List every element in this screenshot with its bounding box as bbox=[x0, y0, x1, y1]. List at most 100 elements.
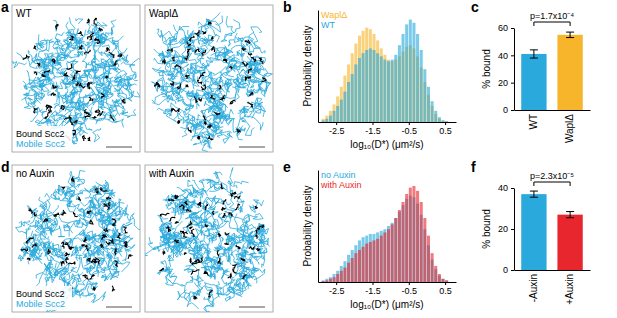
y-axis-tick-mark bbox=[511, 83, 514, 84]
x-axis-line bbox=[515, 270, 591, 271]
bound-track bbox=[27, 258, 30, 260]
error-bar-cap bbox=[566, 32, 574, 33]
significance-bracket bbox=[534, 22, 570, 26]
x-axis-tick: -0.5 bbox=[402, 122, 418, 136]
x-axis-tick: -Auxin bbox=[528, 270, 539, 302]
bound-track bbox=[248, 76, 251, 78]
histogram-bar bbox=[329, 116, 332, 122]
mobile-track bbox=[197, 278, 202, 293]
y-axis-title: % bound bbox=[481, 49, 492, 88]
mobile-track bbox=[204, 267, 213, 279]
bound-track bbox=[167, 227, 170, 232]
x-axis-tick: -2.5 bbox=[329, 282, 345, 296]
mobile-track bbox=[119, 212, 133, 220]
histogram-bar bbox=[343, 261, 346, 282]
histogram-bar bbox=[369, 48, 372, 122]
mobile-track bbox=[81, 232, 95, 242]
mobile-track bbox=[41, 217, 54, 230]
histogram-bar bbox=[383, 60, 386, 122]
scale-bar bbox=[106, 306, 132, 308]
mobile-track bbox=[191, 212, 198, 222]
bound-track bbox=[184, 252, 186, 254]
mobile-track bbox=[228, 168, 233, 187]
x-axis-tick-label: 0.5 bbox=[439, 126, 452, 136]
mobile-track bbox=[245, 268, 252, 274]
mobile-track bbox=[31, 242, 42, 249]
histogram-bar bbox=[445, 280, 448, 282]
bound-track bbox=[97, 39, 100, 43]
mobile-track bbox=[186, 254, 204, 266]
bound-track bbox=[64, 115, 71, 119]
mobile-track bbox=[214, 171, 223, 183]
bound-track bbox=[67, 64, 72, 69]
histogram-bar bbox=[351, 250, 354, 282]
bound-track bbox=[202, 50, 205, 57]
mobile-track bbox=[93, 31, 97, 52]
bound-track bbox=[205, 224, 208, 227]
histogram-bar bbox=[354, 64, 357, 122]
mobile-track bbox=[53, 189, 65, 200]
mobile-track bbox=[221, 291, 232, 296]
bound-track bbox=[225, 233, 229, 235]
mobile-track bbox=[62, 191, 70, 199]
histogram-bar bbox=[441, 120, 444, 122]
x-axis-tick-label: WaplΔ bbox=[564, 114, 575, 143]
bound-track bbox=[87, 82, 92, 89]
mobile-track bbox=[68, 171, 75, 191]
mobile-track bbox=[158, 215, 168, 225]
x-axis-tick-mark bbox=[445, 282, 446, 285]
bound-track bbox=[105, 76, 108, 78]
y-axis bbox=[318, 11, 319, 123]
mobile-track bbox=[254, 256, 265, 268]
mobile-track bbox=[117, 79, 130, 86]
x-axis: WTWaplΔ bbox=[515, 110, 591, 143]
mobile-track bbox=[114, 86, 123, 97]
mobile-track bbox=[229, 53, 244, 63]
bound-track bbox=[248, 68, 251, 73]
mobile-track bbox=[207, 206, 218, 214]
mobile-track bbox=[196, 271, 203, 286]
mobile-track bbox=[235, 64, 250, 73]
histogram-bar bbox=[409, 188, 412, 282]
mobile-track bbox=[228, 40, 234, 46]
bound-track bbox=[87, 211, 92, 214]
mobile-track bbox=[212, 196, 219, 204]
title-background bbox=[147, 167, 197, 180]
bound-track bbox=[221, 184, 223, 190]
mobile-track bbox=[205, 19, 212, 30]
x-axis-tick: -2.5 bbox=[329, 122, 345, 136]
mobile-track bbox=[113, 262, 118, 274]
bound-track bbox=[87, 19, 90, 23]
mobile-track bbox=[161, 260, 173, 283]
x-axis-tick: 0.5 bbox=[439, 122, 452, 136]
bound-track bbox=[229, 66, 232, 69]
bound-track bbox=[192, 259, 200, 264]
mobile-track bbox=[198, 244, 206, 254]
y-axis: 0204060 bbox=[498, 23, 515, 115]
bound-track bbox=[89, 97, 93, 101]
histogram-bar bbox=[383, 229, 386, 282]
mobile-track bbox=[103, 274, 107, 281]
x-axis-tick-label: -2.5 bbox=[329, 126, 345, 136]
bound-track bbox=[93, 287, 95, 291]
bound-track bbox=[194, 97, 197, 103]
histogram-bar bbox=[336, 274, 339, 282]
bound-track bbox=[204, 121, 206, 124]
mobile-track bbox=[50, 218, 56, 235]
bound-track bbox=[122, 99, 125, 103]
mobile-track bbox=[206, 253, 222, 268]
bound-track bbox=[231, 192, 236, 196]
mobile-track bbox=[173, 25, 189, 40]
mobile-track bbox=[113, 113, 123, 127]
mobile-track bbox=[91, 57, 99, 70]
mobile-track bbox=[85, 246, 98, 251]
x-axis-line bbox=[319, 282, 457, 283]
mobile-track bbox=[69, 70, 83, 83]
y-axis-tick-label: 40 bbox=[498, 183, 508, 193]
x-axis-tick: WaplΔ bbox=[564, 110, 575, 143]
histogram-bar bbox=[380, 236, 383, 282]
y-axis-tick: 0 bbox=[503, 265, 514, 275]
histogram-bar bbox=[354, 44, 357, 122]
mobile-track bbox=[211, 268, 217, 280]
histogram-bar bbox=[394, 218, 397, 282]
